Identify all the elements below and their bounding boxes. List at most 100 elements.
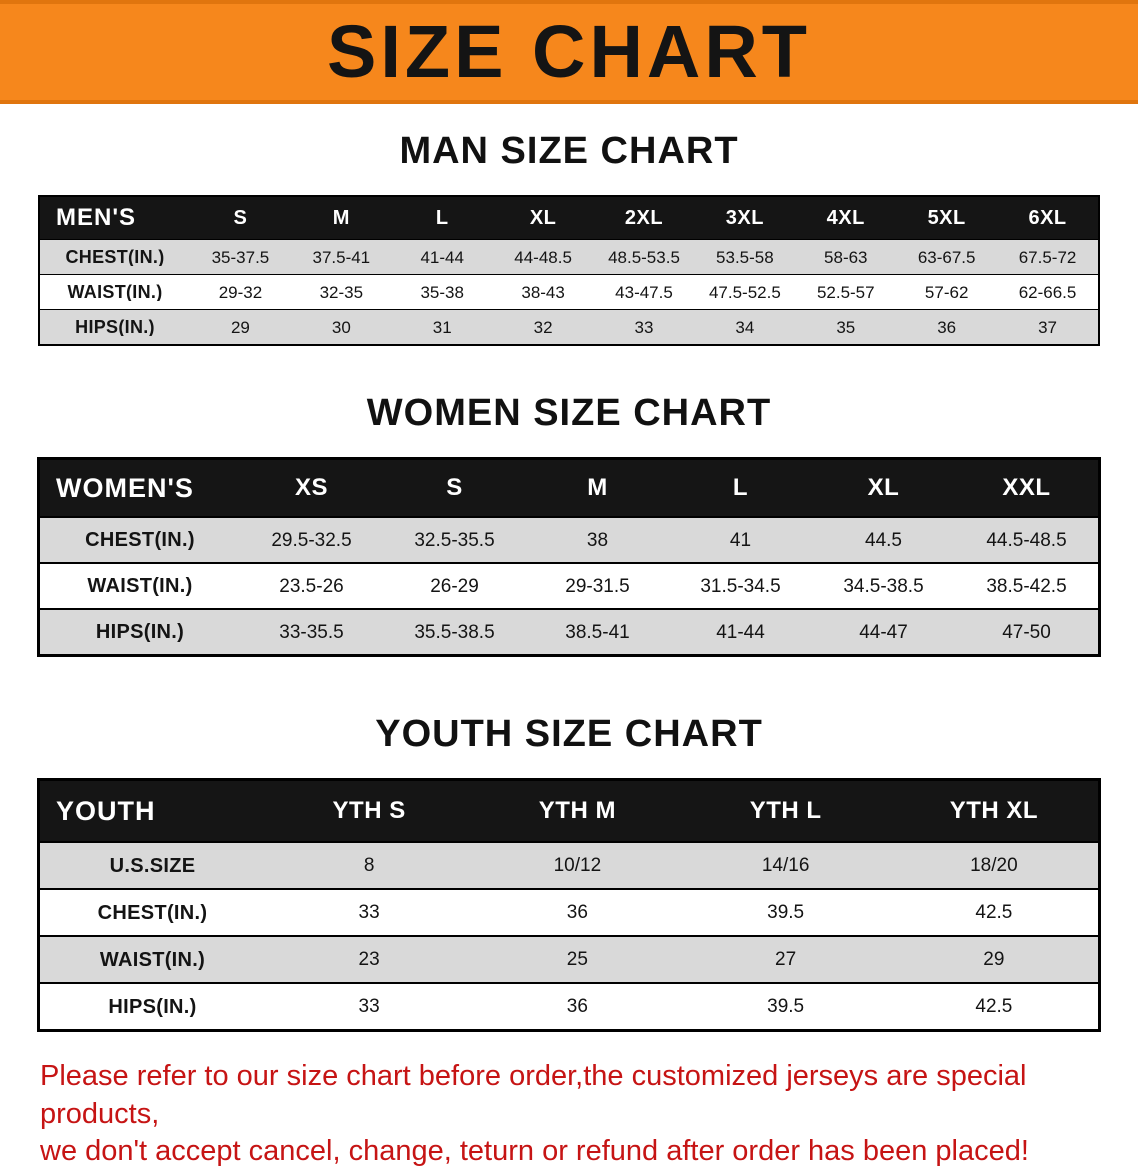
- value-cell: 29.5-32.5: [271, 530, 352, 550]
- value-cell: 18/20: [970, 856, 1018, 875]
- size-header-cell: 2XL: [624, 208, 664, 228]
- value-cell: 37: [1038, 318, 1057, 336]
- value-cell: 47-50: [1002, 622, 1051, 642]
- size-header-cell: 3XL: [725, 208, 764, 228]
- value-cell: 31.5-34.5: [700, 576, 781, 596]
- size-header-cell: M: [587, 476, 608, 500]
- youth-section-heading: YOUTH SIZE CHART: [375, 713, 763, 755]
- table-title-cell: YOUTH: [56, 797, 156, 825]
- table-header-row: WOMEN'S XS S M L XL XXL: [40, 460, 1098, 516]
- value-cell: 62-66.5: [1018, 283, 1077, 301]
- value-cell: 23: [358, 950, 380, 969]
- value-cell: 29: [983, 950, 1005, 969]
- banner-title: SIZE CHART: [327, 10, 811, 93]
- value-cell: 31: [432, 318, 452, 336]
- size-header-cell: XXL: [1002, 476, 1051, 500]
- value-cell: 53.5-58: [716, 248, 774, 266]
- value-cell: 44-47: [859, 622, 908, 642]
- value-cell: 41-44: [420, 248, 464, 266]
- size-header-cell: YTH L: [749, 799, 822, 823]
- value-cell: 58-63: [824, 248, 868, 266]
- value-cell: 38.5-42.5: [986, 576, 1067, 596]
- value-cell: 67.5-72: [1018, 248, 1077, 266]
- value-cell: 25: [566, 950, 588, 969]
- size-header-cell: 5XL: [927, 208, 966, 228]
- value-cell: 29-31.5: [565, 576, 630, 596]
- table-row: WAIST(IN.) 23 25 27 29: [40, 935, 1098, 982]
- women-size-table: WOMEN'S XS S M L XL XXL CHEST(IN.) 29.5-32.5 32.5…: [37, 457, 1101, 657]
- value-cell: 36: [937, 318, 957, 336]
- size-header-cell: YTH M: [538, 799, 616, 823]
- value-cell: 43-47.5: [615, 283, 673, 301]
- row-label-cell: HIPS(IN.): [75, 318, 155, 336]
- value-cell: 38: [586, 530, 609, 550]
- value-cell: 41-44: [716, 622, 765, 642]
- value-cell: 23.5-26: [279, 576, 344, 596]
- footer-line-2: we don't accept cancel, change, teturn o…: [40, 1135, 1029, 1168]
- value-cell: 8: [363, 856, 375, 875]
- value-cell: 14/16: [761, 856, 810, 875]
- table-row: CHEST(IN.) 35-37.5 37.5-41 41-44 44-48.5 48.5…: [40, 239, 1098, 274]
- table-row: HIPS(IN.) 33-35.5 35.5-38.5 38.5-41 41-44 44-…: [40, 608, 1098, 654]
- size-header-cell: XL: [867, 476, 900, 500]
- size-header-cell: S: [233, 208, 248, 228]
- row-label-cell: WAIST(IN.): [87, 576, 193, 596]
- value-cell: 42.5: [975, 997, 1013, 1016]
- value-cell: 29-32: [218, 283, 263, 301]
- size-header-cell: 4XL: [826, 208, 865, 228]
- table-title-cell: WOMEN'S: [56, 474, 194, 502]
- value-cell: 38-43: [521, 283, 565, 301]
- row-label-cell: WAIST(IN.): [67, 283, 163, 301]
- footer-line-1: Please refer to our size chart before or…: [40, 1060, 1027, 1130]
- value-cell: 48.5-53.5: [608, 248, 680, 266]
- value-cell: 33: [358, 997, 380, 1016]
- table-header-row: YOUTH YTH S YTH M YTH L YTH XL: [40, 781, 1098, 841]
- table-row: HIPS(IN.) 29 30 31 32 33 34 35 36 37: [40, 309, 1098, 344]
- value-cell: 37.5-41: [312, 248, 371, 266]
- value-cell: 52.5-57: [816, 283, 875, 301]
- value-cell: 36: [566, 997, 588, 1016]
- table-row: HIPS(IN.) 33 36 39.5 42.5: [40, 982, 1098, 1029]
- size-header-cell: YTH XL: [949, 799, 1039, 823]
- value-cell: 44.5: [865, 530, 902, 550]
- size-header-cell: L: [435, 208, 449, 228]
- row-label-cell: HIPS(IN.): [95, 622, 185, 642]
- value-cell: 41: [729, 530, 752, 550]
- size-header-cell: YTH S: [332, 799, 406, 823]
- value-cell: 36: [566, 903, 588, 922]
- table-header-row: MEN'S S M L XL 2XL 3XL 4XL 5XL 6XL: [40, 197, 1098, 239]
- size-header-cell: XS: [294, 476, 328, 500]
- size-header-cell: 6XL: [1028, 208, 1067, 228]
- men-size-table: MEN'S S M L XL 2XL 3XL 4XL 5XL 6XL CHEST(IN.) 35-37…: [38, 195, 1100, 346]
- value-cell: 35: [836, 318, 856, 336]
- value-cell: 32.5-35.5: [414, 530, 495, 550]
- value-cell: 10/12: [553, 856, 602, 875]
- size-chart-banner: SIZE CHART: [0, 0, 1138, 104]
- table-title-cell: MEN'S: [56, 206, 137, 230]
- value-cell: 33: [634, 318, 654, 336]
- value-cell: 27: [775, 950, 797, 969]
- value-cell: 44.5-48.5: [986, 530, 1067, 550]
- value-cell: 32-35: [319, 283, 364, 301]
- men-section-heading: MAN SIZE CHART: [399, 130, 739, 172]
- table-row: WAIST(IN.) 23.5-26 26-29 29-31.5 31.5-34.5 34…: [40, 562, 1098, 608]
- value-cell: 44-48.5: [514, 248, 572, 266]
- value-cell: 63-67.5: [917, 248, 976, 266]
- value-cell: 32: [533, 318, 553, 336]
- youth-size-table: YOUTH YTH S YTH M YTH L YTH XL U.S.SIZE 8 10/12…: [37, 778, 1101, 1032]
- value-cell: 33-35.5: [279, 622, 344, 642]
- value-cell: 35.5-38.5: [414, 622, 495, 642]
- row-label-cell: CHEST(IN.): [85, 530, 195, 550]
- value-cell: 39.5: [767, 903, 805, 922]
- value-cell: 39.5: [767, 997, 805, 1016]
- size-header-cell: S: [446, 476, 463, 500]
- row-label-cell: U.S.SIZE: [109, 855, 196, 876]
- size-header-cell: L: [732, 476, 749, 500]
- table-row: CHEST(IN.) 33 36 39.5 42.5: [40, 888, 1098, 935]
- value-cell: 38.5-41: [565, 622, 630, 642]
- footer-note: Please refer to our size chart before or…: [40, 1058, 1138, 1171]
- value-cell: 47.5-52.5: [708, 283, 781, 301]
- value-cell: 29: [230, 318, 250, 336]
- size-header-cell: XL: [529, 208, 557, 228]
- value-cell: 26-29: [430, 576, 479, 596]
